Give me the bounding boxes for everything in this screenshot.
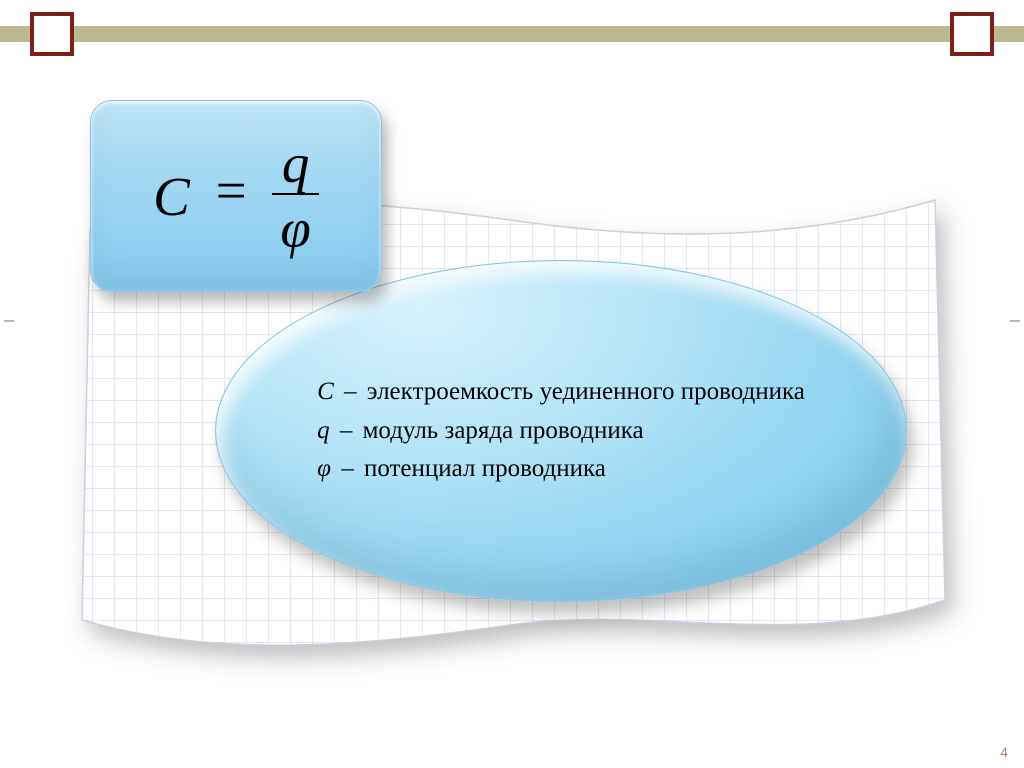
top-bar: [0, 0, 1024, 46]
legend-row: q – модуль заряда проводника: [317, 412, 805, 451]
formula-card: C = q φ: [90, 100, 382, 292]
top-bar-square-left: [30, 12, 74, 56]
formula-fraction: q φ: [272, 136, 318, 256]
legend-row: φ – потенциал проводника: [317, 450, 805, 489]
formula-lhs: C: [153, 169, 190, 224]
side-tick-right: [1010, 320, 1020, 322]
formula: C = q φ: [153, 136, 319, 256]
legend-desc: потенциал проводника: [364, 455, 606, 482]
top-bar-band: [0, 26, 1024, 42]
legend-symbol: φ: [317, 455, 331, 482]
formula-numerator: q: [272, 136, 318, 193]
slide-number: 4: [1000, 744, 1008, 760]
legend-text: C – электроемкость уединенного проводник…: [317, 373, 805, 489]
legend-dash: –: [337, 455, 358, 482]
side-tick-left: [4, 320, 14, 322]
top-bar-square-right: [950, 12, 994, 56]
formula-eq: =: [204, 160, 259, 221]
legend-desc: электроемкость уединенного проводника: [367, 378, 805, 405]
legend-symbol: C: [317, 378, 334, 405]
slide-stage: C – электроемкость уединенного проводник…: [0, 80, 1024, 720]
formula-denominator: φ: [272, 193, 318, 256]
legend-desc: модуль заряда проводника: [363, 417, 644, 444]
legend-dash: –: [336, 417, 357, 444]
legend-row: C – электроемкость уединенного проводник…: [317, 373, 805, 412]
legend-symbol: q: [317, 417, 330, 444]
legend-ellipse: C – электроемкость уединенного проводник…: [215, 260, 907, 602]
legend-dash: –: [340, 378, 361, 405]
